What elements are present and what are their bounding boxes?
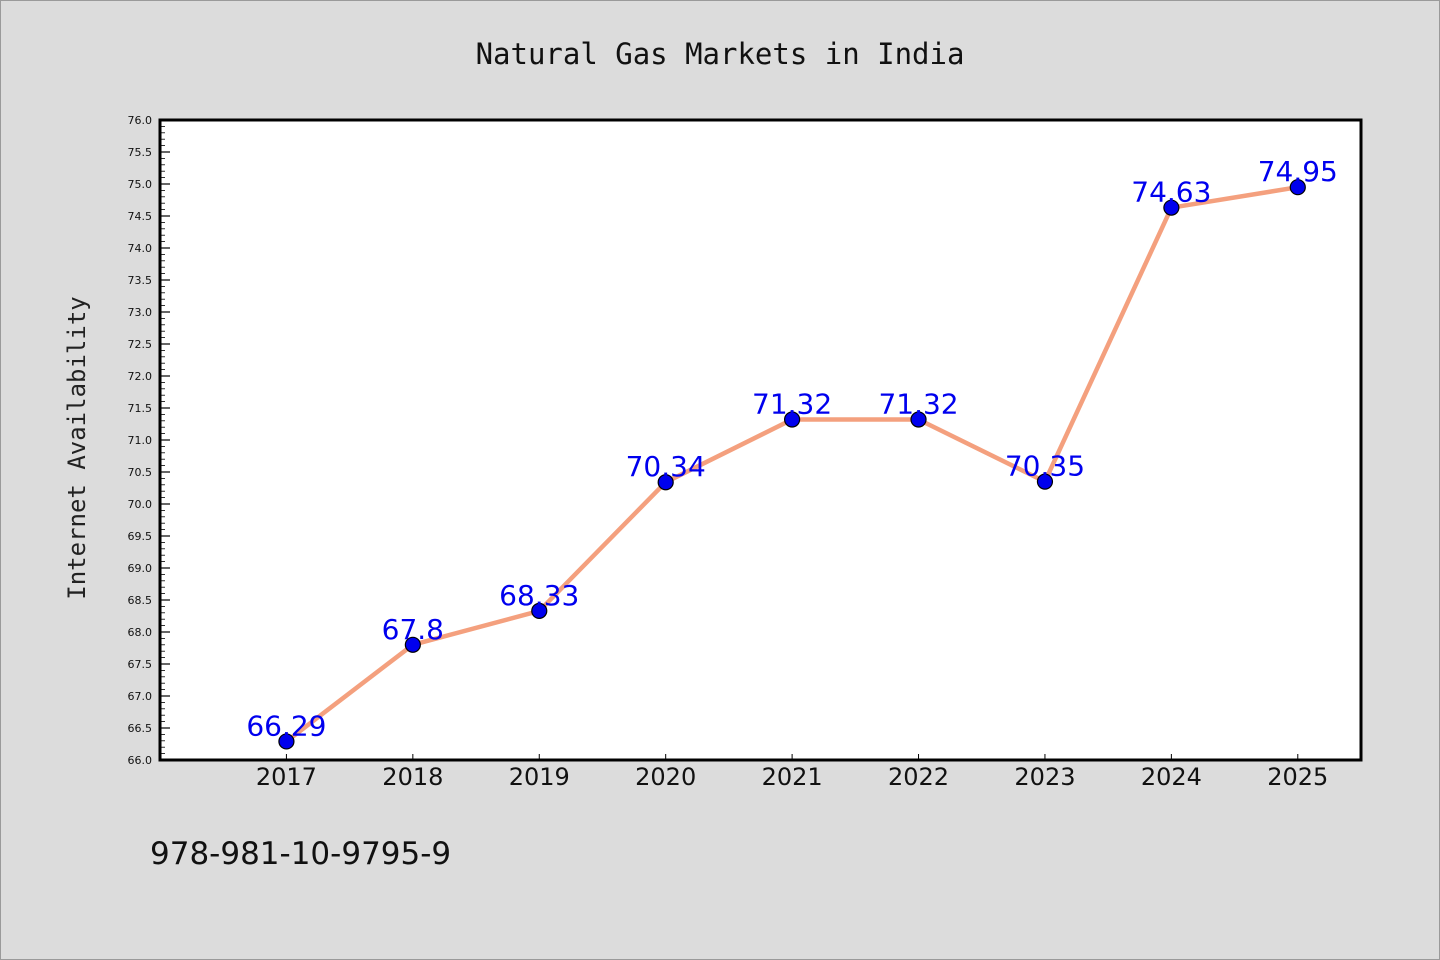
x-tick-label: 2019 — [509, 763, 570, 791]
y-tick-label: 76.0 — [128, 114, 153, 127]
data-point-marker — [910, 411, 927, 428]
data-label: 66.29 — [246, 709, 326, 742]
y-tick-label: 73.0 — [128, 306, 153, 319]
plot-area — [160, 120, 1361, 760]
y-tick-label: 72.5 — [128, 338, 153, 351]
x-tick-label: 2024 — [1141, 763, 1202, 791]
y-tick-label: 74.0 — [128, 242, 153, 255]
data-label: 67.8 — [382, 613, 444, 646]
x-tick-label: 2025 — [1267, 763, 1328, 791]
data-point-marker — [404, 636, 421, 653]
data-label: 74.95 — [1258, 155, 1338, 188]
y-tick-label: 67.5 — [128, 658, 153, 671]
y-tick-label: 72.0 — [128, 370, 153, 383]
y-tick-label: 71.0 — [128, 434, 153, 447]
y-tick-label: 69.5 — [128, 530, 153, 543]
plot-border — [158, 118, 1363, 762]
chart-title: Natural Gas Markets in India — [476, 37, 965, 71]
x-axis: 2017 2018 2019 2020 2021 2022 2023 2024 2025 — [159, 754, 1328, 791]
marker-group — [278, 179, 1306, 750]
data-label: 71.32 — [878, 388, 958, 421]
x-tick-label: 2020 — [635, 763, 696, 791]
x-tick-label: 2018 — [382, 763, 443, 791]
y-axis: 66.0 66.5 67.0 67.5 68.0 68.5 69.0 69.5 70.0 70.5… — [128, 114, 170, 767]
y-tick-label: 75.0 — [128, 178, 153, 191]
data-label: 68.33 — [499, 579, 579, 612]
data-label: 74.63 — [1131, 176, 1211, 209]
data-label-group: 66.29 67.8 68.33 70.34 71.32 71.32 70.35 74.63 7… — [246, 155, 1338, 742]
data-point-marker — [531, 602, 548, 619]
y-tick-label: 66.0 — [128, 754, 153, 767]
data-label: 71.32 — [752, 388, 832, 421]
y-tick-label: 70.0 — [128, 498, 153, 511]
data-point-marker — [1163, 199, 1180, 216]
data-point-marker — [278, 733, 295, 750]
y-tick-label: 73.5 — [128, 274, 153, 287]
data-point-marker — [657, 474, 674, 491]
data-point-marker — [1036, 473, 1054, 490]
footnote-isbn: 978-981-10-9795-9 — [150, 836, 451, 872]
y-tick-label: 75.5 — [128, 146, 153, 159]
data-label: 70.35 — [1005, 450, 1085, 483]
x-tick-label: 2017 — [256, 763, 317, 791]
y-tick-label: 70.5 — [128, 466, 153, 479]
y-tick-label: 74.5 — [128, 210, 153, 223]
y-tick-label: 71.5 — [128, 402, 153, 415]
data-point-marker — [1289, 179, 1306, 196]
x-tick-label: 2022 — [888, 763, 949, 791]
y-axis-label: Internet Availability — [63, 296, 91, 599]
data-point-marker — [784, 411, 801, 428]
y-tick-label: 68.0 — [128, 626, 153, 639]
y-tick-label: 68.5 — [128, 594, 153, 607]
y-tick-label: 69.0 — [128, 562, 153, 575]
x-tick-label: 2021 — [762, 763, 823, 791]
y-tick-label: 66.5 — [128, 722, 153, 735]
data-label: 70.34 — [626, 450, 706, 483]
y-tick-label: 67.0 — [128, 690, 153, 703]
x-tick-label: 2023 — [1014, 763, 1075, 791]
